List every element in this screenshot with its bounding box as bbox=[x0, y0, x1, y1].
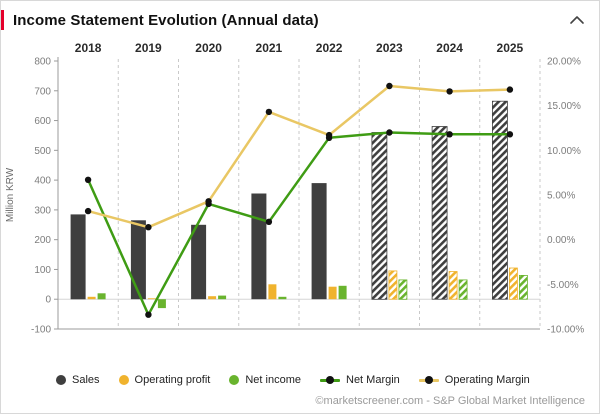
bar-operating-profit-2019 bbox=[147, 298, 156, 300]
point-net-margin-2018 bbox=[84, 176, 92, 183]
left-tick-label: 0 bbox=[45, 295, 51, 306]
bar-net-income-2022 bbox=[338, 285, 347, 300]
bar-net-income-2025 bbox=[519, 274, 528, 300]
chevron-up-glyph bbox=[570, 16, 584, 24]
point-operating-margin-2018 bbox=[84, 207, 92, 215]
right-tick-label: 0.00% bbox=[547, 235, 575, 246]
bar-operating-profit-2020 bbox=[208, 296, 217, 300]
right-tick-label: 5.00% bbox=[547, 191, 575, 202]
line-net-margin bbox=[86, 131, 512, 316]
legend-label-operating-profit: Operating profit bbox=[134, 374, 211, 386]
bar-sales-2023 bbox=[371, 132, 388, 300]
accent-bar bbox=[1, 10, 4, 30]
bar-net-income-2019 bbox=[157, 299, 166, 309]
legend-item-net-income[interactable]: Net income bbox=[229, 374, 301, 386]
left-tick-label: 700 bbox=[34, 86, 51, 97]
bar-sales-2022 bbox=[311, 183, 327, 300]
right-tick-label: -10.00% bbox=[547, 325, 584, 336]
chevron-up-icon[interactable] bbox=[567, 12, 587, 28]
left-tick-label: 400 bbox=[34, 176, 51, 187]
bar-sales-2024 bbox=[431, 126, 448, 300]
legend-item-operating-profit[interactable]: Operating profit bbox=[118, 374, 211, 386]
right-tick-label: 10.00% bbox=[547, 146, 581, 157]
net-margin-marker-icon bbox=[320, 375, 340, 385]
bar-net-income-2023 bbox=[398, 279, 408, 300]
point-net-margin-2019 bbox=[145, 311, 152, 318]
year-label-2021: 2021 bbox=[256, 41, 283, 55]
sales-marker-icon bbox=[56, 375, 66, 385]
point-operating-margin-2019 bbox=[145, 224, 152, 231]
bar-sales-2020 bbox=[191, 224, 207, 300]
bar-operating-profit-2018 bbox=[87, 296, 96, 300]
bar-net-income-2020 bbox=[218, 295, 227, 300]
bar-sales-2021 bbox=[251, 193, 267, 300]
legend-item-operating-margin[interactable]: Operating Margin bbox=[418, 374, 530, 386]
point-net-margin-2021 bbox=[265, 218, 273, 225]
bar-net-income-2018 bbox=[97, 293, 106, 300]
legend: Sales Operating profit Net income Net Ma… bbox=[1, 366, 599, 389]
bar-operating-profit-2025 bbox=[508, 267, 518, 300]
bar-sales-2025 bbox=[491, 100, 508, 300]
point-operating-margin-2020 bbox=[205, 198, 212, 205]
bar-operating-profit-2022 bbox=[328, 286, 337, 300]
bar-sales-2018 bbox=[70, 214, 86, 300]
net-income-marker-icon bbox=[229, 375, 240, 385]
right-tick-label: 20.00% bbox=[547, 57, 581, 68]
point-operating-margin-2022 bbox=[325, 131, 333, 139]
point-net-margin-2023 bbox=[386, 129, 393, 136]
year-label-2022: 2022 bbox=[316, 41, 343, 55]
year-label-2025: 2025 bbox=[497, 41, 524, 55]
operating-margin-marker-icon bbox=[418, 375, 439, 385]
legend-item-net-margin[interactable]: Net Margin bbox=[320, 374, 400, 386]
left-tick-label: 300 bbox=[34, 205, 51, 216]
left-tick-label: 600 bbox=[34, 116, 51, 127]
year-label-2018: 2018 bbox=[75, 41, 102, 55]
year-label-2020: 2020 bbox=[195, 41, 222, 55]
point-operating-margin-2023 bbox=[386, 82, 393, 90]
year-label-2024: 2024 bbox=[436, 41, 463, 55]
left-tick-label: 500 bbox=[34, 146, 51, 157]
legend-label-net-income: Net income bbox=[245, 374, 301, 386]
right-tick-label: -5.00% bbox=[547, 280, 579, 291]
left-tick-label: -100 bbox=[31, 325, 51, 336]
right-tick-label: 15.00% bbox=[547, 101, 581, 112]
line-operating-margin bbox=[86, 84, 512, 229]
bar-operating-profit-2021 bbox=[268, 284, 277, 300]
left-tick-label: 200 bbox=[34, 235, 51, 246]
page-title: Income Statement Evolution (Annual data) bbox=[13, 11, 319, 29]
operating-profit-marker-icon bbox=[118, 375, 129, 385]
attribution: ©marketscreener.com - S&P Global Market … bbox=[1, 389, 599, 407]
income-statement-combo-chart: -100 0 100 200 300 400 500 600 700 800 -10.00% -5.0… bbox=[5, 41, 584, 336]
bar-operating-profit-2023 bbox=[388, 270, 398, 300]
legend-label-operating-margin: Operating Margin bbox=[444, 374, 530, 386]
card-header: Income Statement Evolution (Annual data) bbox=[1, 1, 599, 39]
legend-label-net-margin: Net Margin bbox=[346, 374, 400, 386]
left-axis-title: Million KRW bbox=[5, 167, 16, 222]
legend-item-sales[interactable]: Sales bbox=[56, 374, 100, 386]
point-net-margin-2024 bbox=[446, 131, 453, 138]
point-operating-margin-2021 bbox=[265, 108, 273, 116]
year-label-2019: 2019 bbox=[135, 41, 162, 55]
point-operating-margin-2024 bbox=[446, 88, 453, 95]
bar-net-income-2021 bbox=[278, 296, 287, 300]
year-label-2023: 2023 bbox=[376, 41, 403, 55]
left-tick-label: 100 bbox=[34, 265, 51, 276]
bar-net-income-2024 bbox=[458, 279, 468, 300]
legend-label-sales: Sales bbox=[72, 374, 100, 386]
attribution-text: ©marketscreener.com - S&P Global Market … bbox=[315, 395, 585, 407]
point-operating-margin-2025 bbox=[506, 86, 514, 93]
left-tick-label: 800 bbox=[34, 57, 51, 68]
point-net-margin-2025 bbox=[506, 131, 514, 138]
bar-operating-profit-2024 bbox=[448, 271, 458, 300]
bar-sales-2019 bbox=[130, 220, 146, 300]
